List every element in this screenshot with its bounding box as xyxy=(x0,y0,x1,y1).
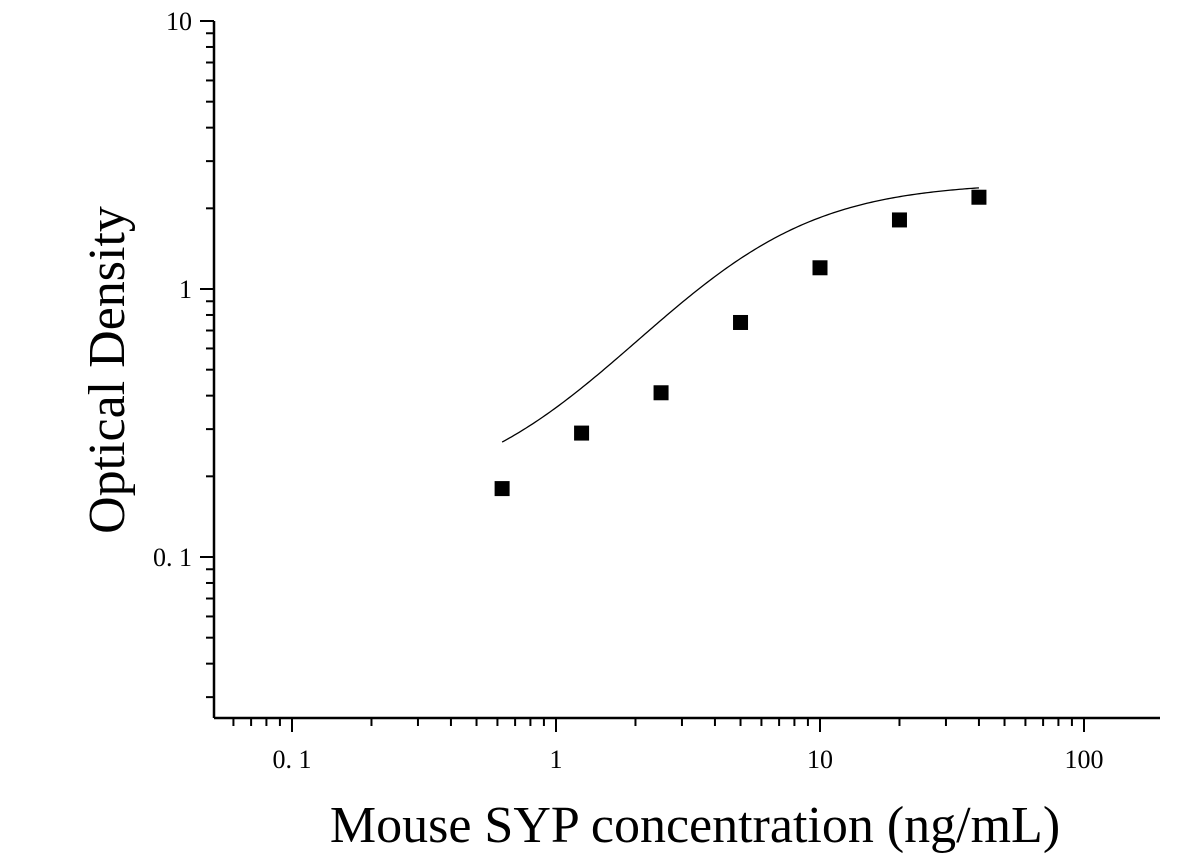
fit-curve-layer xyxy=(501,187,979,443)
y-tick-label: 10 xyxy=(166,7,192,36)
data-point xyxy=(574,425,590,441)
tick-labels-layer: 0. 1 1 10 100 0. 1 1 10 xyxy=(153,7,1104,774)
x-tick-label: 100 xyxy=(1065,745,1104,774)
fit-curve-line xyxy=(501,187,979,443)
y-tick-label: 0. 1 xyxy=(153,543,192,572)
data-point xyxy=(812,260,828,276)
x-tick-label: 1 xyxy=(550,745,563,774)
axes xyxy=(200,20,1160,732)
y-axis-title: Optical Density xyxy=(79,206,136,534)
x-tick-label: 0. 1 xyxy=(273,745,312,774)
data-point xyxy=(733,314,749,330)
data-point xyxy=(891,212,907,228)
x-tick-label: 10 xyxy=(807,745,833,774)
y-tick-label: 1 xyxy=(179,275,192,304)
data-point xyxy=(653,385,669,401)
data-point xyxy=(971,189,987,205)
data-point xyxy=(494,481,510,497)
x-axis-title: Mouse SYP concentration (ng/mL) xyxy=(330,797,1060,854)
data-points-layer xyxy=(494,189,987,497)
